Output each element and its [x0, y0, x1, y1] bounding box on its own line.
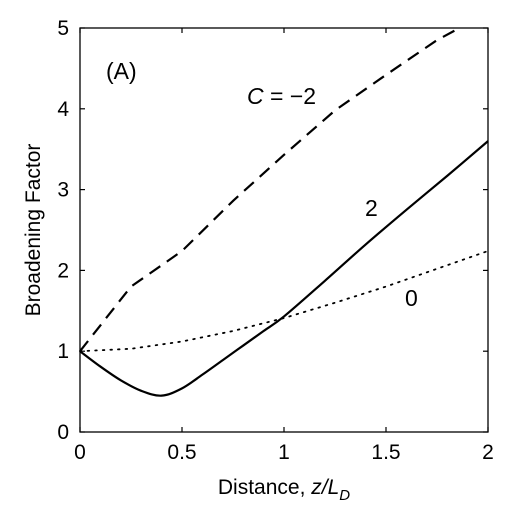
y-tick-label: 2 — [57, 259, 69, 282]
series-line-0 — [79, 27, 460, 352]
series-label-0: 0 — [405, 285, 418, 311]
series-label-c-minus-2: C = −2 — [247, 83, 316, 109]
x-tick-label: 1.5 — [371, 441, 400, 464]
x-axis-label-text: Distance, — [218, 476, 311, 499]
y-tick-label: 1 — [57, 340, 69, 363]
x-axis-label-var: z/L — [310, 476, 339, 499]
x-axis-label-sub: D — [339, 487, 350, 504]
x-tick-label: 0.5 — [167, 441, 196, 464]
y-tick-label: 3 — [57, 179, 69, 202]
series-label-c-value: = −2 — [264, 83, 316, 109]
axis-ticks: 0 0.5 1 1.5 2 0 1 2 3 4 5 — [57, 17, 494, 464]
panel-label: (A) — [106, 58, 137, 84]
y-tick-label: 4 — [57, 98, 69, 121]
series-line-1 — [79, 140, 489, 397]
series-label-2: 2 — [365, 195, 378, 221]
y-tick-label: 0 — [57, 421, 69, 444]
x-tick-label: 2 — [482, 441, 494, 464]
y-axis-label: Broadening Factor — [22, 144, 45, 317]
x-tick-label: 1 — [278, 441, 290, 464]
x-axis-label: Distance, z/LD — [218, 476, 350, 504]
series-label-c-var: C — [247, 83, 264, 109]
series-layer — [79, 27, 489, 397]
y-tick-label: 5 — [57, 17, 69, 40]
series-line-2 — [79, 250, 489, 353]
x-tick-label: 0 — [74, 441, 86, 464]
